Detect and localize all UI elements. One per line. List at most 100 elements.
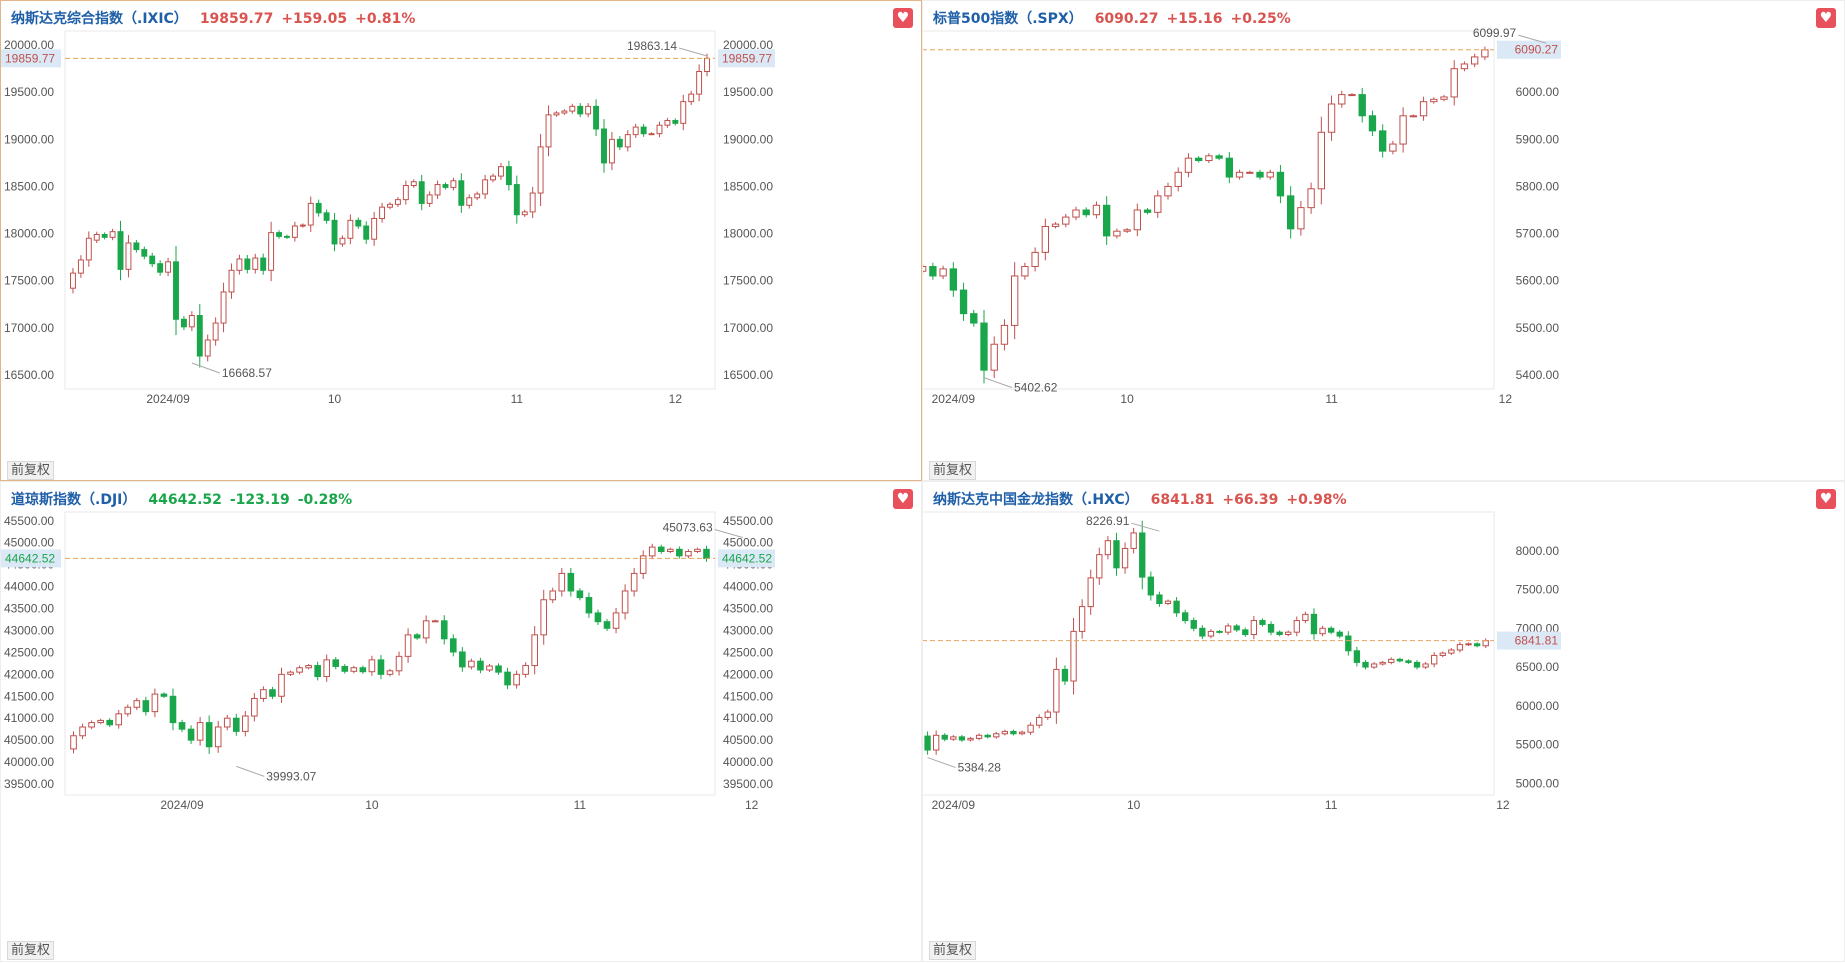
candle-body xyxy=(1419,101,1428,117)
index-price: 44642.52 xyxy=(148,492,222,508)
candle-body xyxy=(923,266,927,272)
y-tick-label: 40500.00 xyxy=(723,733,773,747)
adjust-price-button[interactable]: 前复权 xyxy=(929,461,977,480)
candle-body xyxy=(1450,68,1458,98)
favorite-heart-icon[interactable]: ♥ xyxy=(1816,8,1836,28)
candle xyxy=(537,133,544,207)
favorite-heart-icon[interactable]: ♥ xyxy=(893,8,913,28)
candle-body xyxy=(1379,661,1386,665)
candle xyxy=(513,175,520,224)
index-price: 6841.81 xyxy=(1150,492,1215,508)
candle xyxy=(529,186,536,219)
candle-body xyxy=(97,719,104,724)
candle-body xyxy=(939,268,947,277)
candle xyxy=(97,718,104,725)
candle-body xyxy=(576,590,584,599)
candle xyxy=(1450,60,1458,106)
adjust-price-button[interactable]: 前复权 xyxy=(7,461,55,480)
candle-body xyxy=(640,126,647,135)
adjust-price-button[interactable]: 前复权 xyxy=(929,941,977,960)
candle xyxy=(513,670,520,689)
candle-body xyxy=(1286,195,1295,230)
index-name[interactable]: 纳斯达克中国金龙指数（.HXC） xyxy=(933,492,1139,508)
candle xyxy=(1409,114,1418,118)
candlestick-chart[interactable]: 20000.00 20000.00 19500.00 19500.00 19000.00… xyxy=(1,1,923,482)
candle xyxy=(477,657,484,674)
index-name[interactable]: 纳斯达克综合指数（.IXIC） xyxy=(11,11,188,27)
candlestick-chart[interactable]: 45500.0045500.0045000.0045000.0044500.00… xyxy=(1,482,923,963)
chart-panel-spx[interactable]: 标普500指数（.SPX） 6090.27 +15.16 +0.25% ♥ 6000.… xyxy=(922,0,1845,481)
candle-body xyxy=(440,620,448,640)
candle xyxy=(612,607,620,634)
candle xyxy=(223,714,231,731)
candle-body xyxy=(371,217,378,240)
candle xyxy=(561,109,568,115)
candle xyxy=(1061,665,1069,686)
candle-body xyxy=(990,343,998,371)
candle xyxy=(531,626,538,675)
candle-body xyxy=(1409,115,1418,118)
candle xyxy=(545,105,552,157)
y-tick-label: 5500.00 xyxy=(1516,738,1560,752)
candle-body xyxy=(1113,540,1120,569)
index-change-pct: +0.25% xyxy=(1230,11,1291,27)
candle xyxy=(323,209,330,224)
candle xyxy=(1297,200,1305,236)
candle xyxy=(187,725,195,745)
candle-body xyxy=(1139,532,1146,578)
candle-body xyxy=(704,57,710,73)
candle xyxy=(377,655,385,680)
index-name[interactable]: 标普500指数（.SPX） xyxy=(933,11,1083,27)
candle xyxy=(466,194,473,209)
candle-body xyxy=(1319,627,1326,635)
candle xyxy=(1133,203,1142,237)
candle xyxy=(115,709,123,729)
candle xyxy=(85,231,92,267)
candle-body xyxy=(567,572,575,592)
candle-body xyxy=(450,180,457,188)
chart-panel-hxc[interactable]: 纳斯达克中国金龙指数（.HXC） 6841.81 +66.39 +0.98% ♥ 80… xyxy=(922,481,1845,962)
candle-body xyxy=(1001,730,1009,735)
candle-body xyxy=(85,237,92,261)
candle-body xyxy=(418,181,425,204)
y-tick-label-left: 43000.00 xyxy=(4,623,54,637)
y-tick-label-left: 41500.00 xyxy=(4,689,54,703)
candle xyxy=(1370,662,1378,669)
favorite-heart-icon[interactable]: ♥ xyxy=(893,489,913,509)
candle-body xyxy=(703,548,710,559)
candle-body xyxy=(413,634,421,639)
candle xyxy=(1422,662,1429,669)
candle-body xyxy=(1246,171,1254,174)
candle-body xyxy=(490,175,496,181)
candle-body xyxy=(1378,130,1387,152)
candle xyxy=(1389,140,1397,155)
candle-body xyxy=(970,313,978,324)
y-tick-label: 6500.00 xyxy=(1516,660,1560,674)
candle-body xyxy=(1061,668,1069,682)
candle xyxy=(1001,729,1009,736)
chart-panel-dji[interactable]: 道琼斯指数（.DJI） 44642.52 -123.19 -0.28% ♥ 45500… xyxy=(0,481,922,962)
y-tick-label: 43000.00 xyxy=(723,623,773,637)
candlestick-chart[interactable]: 8000.007500.007000.006500.006000.005500.… xyxy=(923,482,1845,963)
candlestick-chart[interactable]: 6000.00 5900.00 5800.00 5700.00 5600.00 5500.… xyxy=(923,1,1845,482)
candle xyxy=(1164,182,1172,200)
adjust-price-button[interactable]: 前复权 xyxy=(7,941,55,960)
candle-body xyxy=(558,572,566,592)
candle-body xyxy=(656,124,663,135)
candle xyxy=(228,263,235,299)
favorite-heart-icon[interactable]: ♥ xyxy=(1816,489,1836,509)
y-tick-label: 41000.00 xyxy=(723,711,773,725)
candle xyxy=(1379,660,1386,666)
y-tick-label-left: 18500.00 xyxy=(4,179,54,193)
candle xyxy=(608,132,615,171)
candle xyxy=(291,221,298,242)
candle-body xyxy=(929,266,937,277)
quote: 6841.81 +66.39 +0.98% xyxy=(1151,492,1355,508)
candle-body xyxy=(449,638,457,653)
chart-panel-ixic[interactable]: 纳斯达克综合指数（.IXIC） 19859.77 +159.05 +0.81% ♥ 2… xyxy=(0,0,922,481)
candle-body xyxy=(1430,98,1438,103)
candle-body xyxy=(949,268,958,291)
index-name[interactable]: 道琼斯指数（.DJI） xyxy=(11,492,137,508)
candle xyxy=(1102,196,1111,245)
y-tick-label: 5000.00 xyxy=(1516,776,1560,790)
